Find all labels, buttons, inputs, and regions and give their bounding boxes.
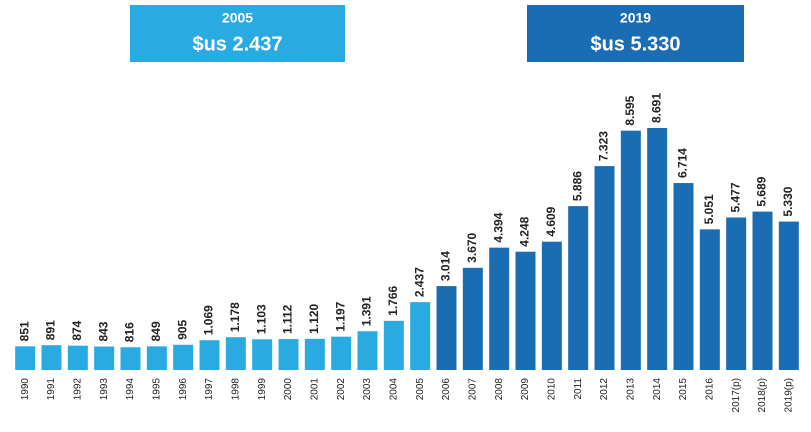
x-tick-label: 2001 [309, 378, 320, 401]
bar [41, 345, 62, 370]
value-label: 3.670 [465, 232, 479, 262]
bar [199, 340, 220, 370]
bar [489, 247, 510, 370]
bar [568, 206, 589, 370]
value-label: 843 [96, 321, 110, 341]
x-tick-label: 2005 [415, 378, 426, 401]
x-tick-label: 2009 [520, 378, 531, 401]
bar [699, 229, 720, 370]
x-tick-label: 1990 [20, 378, 31, 401]
x-tick-label: 2014 [652, 378, 663, 401]
value-label: 5.886 [570, 171, 584, 201]
value-label: 1.103 [254, 304, 268, 334]
x-tick-label: 2018(p) [757, 378, 768, 412]
bar [462, 267, 483, 370]
value-label: 4.394 [491, 212, 505, 242]
value-label: 4.609 [544, 206, 558, 236]
x-tick-label: 2007 [467, 378, 478, 401]
bar [673, 183, 694, 370]
value-label: 1.069 [202, 305, 216, 335]
x-tick-label: 2016 [704, 378, 715, 401]
x-tick-label: 2015 [678, 378, 689, 401]
x-tick-label: 1991 [46, 378, 57, 401]
bar [410, 302, 431, 370]
x-tick-label: 2003 [362, 378, 373, 401]
value-label: 2.437 [412, 267, 426, 297]
x-tick-label: 2012 [599, 378, 610, 401]
bar [357, 331, 378, 370]
x-tick-label: 1996 [178, 378, 189, 401]
value-label: 8.691 [649, 93, 663, 123]
bar [15, 346, 36, 370]
value-label: 5.477 [728, 182, 742, 212]
bar [436, 286, 457, 370]
x-tick-label: 2004 [388, 378, 399, 401]
value-label: 6.714 [676, 148, 690, 178]
bar [252, 339, 273, 370]
bar [541, 241, 562, 370]
x-tick-label: 2017(p) [731, 378, 742, 412]
x-tick-label: 2008 [494, 378, 505, 401]
bar [647, 128, 668, 370]
bar [146, 346, 167, 370]
x-tick-label: 2011 [573, 378, 584, 400]
value-label: 1.391 [360, 296, 374, 326]
bar [225, 337, 246, 370]
value-label: 905 [175, 319, 189, 339]
x-tick-label: 2013 [625, 378, 636, 401]
value-label: 891 [44, 320, 58, 340]
value-label: 1.766 [386, 285, 400, 315]
bar [383, 320, 404, 370]
bar [94, 346, 115, 370]
x-tick-label: 1993 [99, 378, 110, 401]
x-tick-label: 1998 [230, 378, 241, 401]
value-label: 4.248 [518, 216, 532, 246]
bar [67, 345, 88, 370]
header-year: 2019 [620, 10, 651, 26]
bar [120, 347, 141, 370]
bar [304, 338, 325, 370]
header-box [130, 5, 345, 62]
value-label: 849 [149, 321, 163, 341]
x-tick-label: 1999 [257, 378, 268, 401]
x-tick-label: 1994 [125, 378, 136, 401]
bar [778, 221, 799, 370]
x-tick-label: 2006 [441, 378, 452, 401]
bar [620, 130, 641, 370]
header-box [527, 5, 744, 62]
value-label: 1.178 [228, 302, 242, 332]
value-label: 851 [17, 321, 31, 341]
x-tick-label: 1995 [151, 378, 162, 401]
bar [173, 344, 194, 370]
value-label: 3.014 [439, 251, 453, 281]
bar [515, 251, 536, 370]
bar [726, 217, 747, 370]
x-tick-label: 2010 [546, 378, 557, 401]
x-tick-label: 2019(p) [783, 378, 794, 412]
x-tick-label: 1997 [204, 378, 215, 401]
header-year: 2005 [222, 10, 253, 26]
value-label: 7.323 [597, 131, 611, 161]
value-label: 816 [123, 322, 137, 342]
value-label: 1.120 [307, 303, 321, 333]
x-tick-label: 2002 [336, 378, 347, 401]
x-tick-label: 1992 [72, 378, 83, 401]
value-label: 5.051 [702, 194, 716, 224]
value-label: 1.112 [281, 304, 295, 334]
bar [278, 339, 299, 370]
bar [331, 336, 352, 370]
x-tick-label: 2000 [283, 378, 294, 401]
bar [752, 211, 773, 370]
header-value: $us 5.330 [590, 33, 680, 55]
value-label: 5.689 [755, 176, 769, 206]
value-label: 874 [70, 320, 84, 340]
value-label: 8.595 [623, 95, 637, 125]
value-label: 5.330 [781, 186, 795, 216]
bar [594, 166, 615, 370]
value-label: 1.197 [333, 301, 347, 331]
header-value: $us 2.437 [192, 33, 282, 55]
